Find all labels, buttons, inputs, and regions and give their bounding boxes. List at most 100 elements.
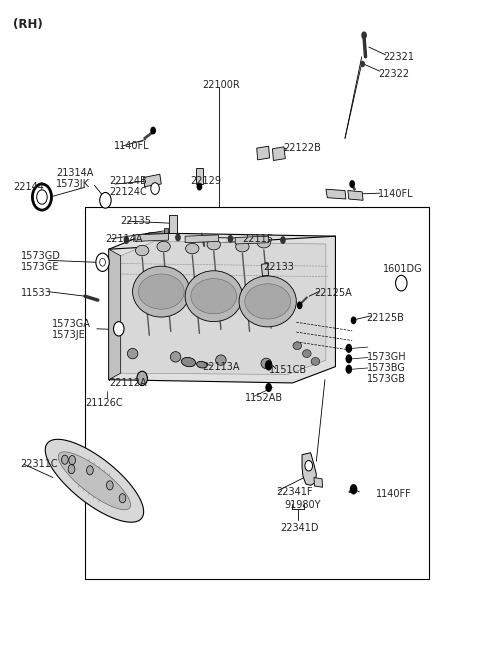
Circle shape — [114, 322, 124, 336]
Text: 22321: 22321 — [383, 52, 414, 62]
Circle shape — [175, 234, 181, 242]
Text: 1573JE: 1573JE — [51, 330, 85, 341]
Ellipse shape — [257, 238, 271, 248]
Ellipse shape — [311, 358, 320, 365]
Text: 22125B: 22125B — [366, 312, 404, 323]
Text: 22112A: 22112A — [109, 378, 146, 388]
Polygon shape — [135, 234, 168, 242]
Circle shape — [137, 371, 147, 386]
Circle shape — [61, 455, 68, 464]
Circle shape — [33, 184, 51, 210]
Circle shape — [68, 464, 75, 474]
Text: 22144: 22144 — [13, 182, 44, 193]
Ellipse shape — [261, 358, 272, 369]
Polygon shape — [196, 168, 203, 184]
Text: 1573GE: 1573GE — [21, 262, 59, 272]
Text: 1573GA: 1573GA — [51, 319, 90, 329]
Ellipse shape — [302, 350, 311, 358]
Circle shape — [346, 344, 352, 353]
Text: 1140FL: 1140FL — [114, 141, 149, 151]
Ellipse shape — [132, 266, 190, 317]
Text: 1573BG: 1573BG — [366, 363, 405, 373]
Text: 22113A: 22113A — [202, 362, 240, 371]
Circle shape — [346, 354, 352, 364]
Polygon shape — [314, 477, 323, 487]
Circle shape — [36, 190, 47, 204]
Ellipse shape — [207, 240, 220, 250]
Text: 22129: 22129 — [190, 176, 221, 186]
Text: 11533: 11533 — [21, 288, 51, 298]
Circle shape — [349, 180, 355, 188]
Polygon shape — [273, 147, 285, 160]
Circle shape — [297, 301, 302, 309]
Text: 1140FF: 1140FF — [376, 489, 412, 499]
Circle shape — [197, 183, 202, 191]
Circle shape — [119, 494, 126, 503]
Polygon shape — [164, 229, 168, 233]
Circle shape — [123, 236, 129, 244]
Ellipse shape — [245, 284, 290, 319]
Text: 22124C: 22124C — [109, 187, 146, 197]
Polygon shape — [348, 191, 363, 200]
Polygon shape — [262, 263, 269, 276]
Text: 1601DG: 1601DG — [383, 264, 423, 274]
Ellipse shape — [216, 355, 226, 365]
Circle shape — [107, 481, 113, 490]
Text: 1573GH: 1573GH — [366, 352, 406, 362]
Ellipse shape — [293, 342, 301, 350]
Text: 22133: 22133 — [263, 263, 294, 272]
Polygon shape — [120, 242, 326, 375]
Circle shape — [86, 466, 93, 475]
Polygon shape — [257, 146, 270, 160]
Circle shape — [265, 383, 272, 392]
Circle shape — [265, 360, 273, 371]
Text: 91980Y: 91980Y — [284, 500, 321, 510]
Circle shape — [360, 61, 365, 67]
Text: 22114A: 22114A — [106, 234, 143, 244]
Circle shape — [396, 275, 407, 291]
Text: 22122B: 22122B — [283, 143, 321, 153]
Circle shape — [100, 193, 111, 208]
Circle shape — [361, 31, 367, 39]
Text: 21314A: 21314A — [56, 168, 94, 178]
Polygon shape — [235, 236, 269, 244]
Text: 1573GB: 1573GB — [366, 374, 406, 384]
Ellipse shape — [127, 348, 138, 359]
Polygon shape — [58, 452, 131, 510]
Circle shape — [228, 235, 233, 243]
Circle shape — [96, 253, 109, 271]
Text: 22135: 22135 — [120, 216, 152, 226]
Text: 21126C: 21126C — [85, 398, 122, 407]
Text: 22322: 22322 — [378, 69, 409, 79]
Circle shape — [350, 484, 358, 495]
Ellipse shape — [185, 271, 242, 322]
Text: 1151CB: 1151CB — [269, 365, 307, 375]
Polygon shape — [185, 235, 218, 243]
Ellipse shape — [197, 362, 207, 368]
Polygon shape — [45, 440, 144, 522]
Ellipse shape — [239, 276, 296, 327]
Polygon shape — [144, 174, 161, 187]
Circle shape — [305, 460, 312, 471]
Ellipse shape — [138, 274, 184, 309]
Ellipse shape — [191, 278, 237, 314]
Circle shape — [351, 316, 357, 324]
Ellipse shape — [157, 242, 170, 252]
Circle shape — [280, 236, 286, 244]
Polygon shape — [326, 189, 346, 199]
Text: 22125A: 22125A — [314, 288, 352, 298]
Text: 1573GD: 1573GD — [21, 251, 60, 261]
Circle shape — [151, 183, 159, 195]
Polygon shape — [109, 233, 336, 383]
Polygon shape — [109, 250, 120, 380]
Ellipse shape — [135, 246, 149, 255]
Polygon shape — [169, 215, 177, 233]
Text: 1140FL: 1140FL — [378, 189, 414, 199]
Ellipse shape — [236, 242, 249, 252]
Text: 1573JK: 1573JK — [56, 179, 90, 189]
Text: 1152AB: 1152AB — [245, 393, 283, 403]
Text: (RH): (RH) — [13, 18, 43, 31]
Text: 22124B: 22124B — [109, 176, 146, 186]
Ellipse shape — [181, 358, 195, 367]
Ellipse shape — [186, 244, 199, 253]
